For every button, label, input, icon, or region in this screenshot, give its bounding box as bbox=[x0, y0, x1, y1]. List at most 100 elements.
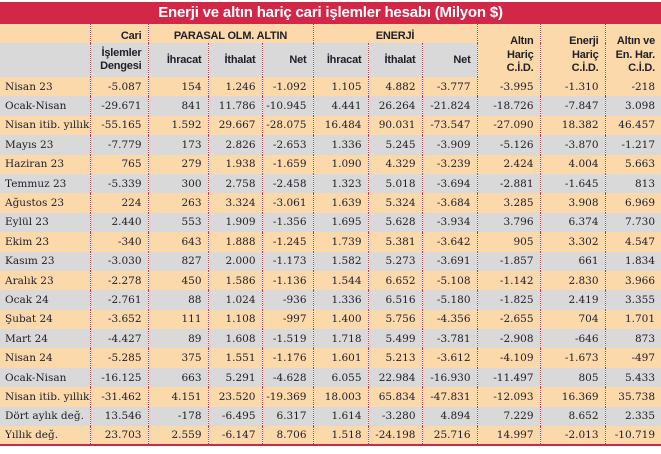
data-cell: 6.516 bbox=[368, 290, 423, 310]
data-cell: 1.024 bbox=[208, 290, 263, 310]
data-cell: 1.586 bbox=[208, 270, 263, 291]
data-cell: 873 bbox=[634, 332, 656, 345]
header-corner bbox=[0, 24, 91, 43]
data-cell: 5.245 bbox=[368, 135, 423, 155]
data-cell: 4.547 bbox=[624, 235, 656, 248]
data-cell: 1.601 bbox=[313, 348, 369, 368]
data-cell: 2.830 bbox=[540, 270, 606, 291]
data-cell: 5.213 bbox=[368, 348, 423, 368]
data-cell: -5.285 bbox=[90, 348, 149, 368]
data-cell: -4.427 bbox=[90, 329, 149, 349]
header-enerji-net: Net bbox=[422, 43, 478, 77]
data-cell: 1.614 bbox=[313, 406, 369, 427]
row-label: Şubat 24 bbox=[0, 309, 91, 330]
row-label: Temmuz 23 bbox=[0, 173, 91, 194]
data-cell: 3.355 bbox=[624, 293, 656, 306]
data-cell: -1.673 bbox=[540, 348, 606, 368]
data-cell: -55.165 bbox=[90, 115, 149, 136]
row-label: Mart 24 bbox=[0, 329, 91, 349]
data-cell: 111 bbox=[148, 309, 209, 330]
data-cell: -1.310 bbox=[540, 77, 606, 97]
data-cell: 300 bbox=[148, 173, 209, 194]
header-altin-ve-enerji-haric-cid: Altın ve En. Har. C.İ.D. bbox=[605, 24, 661, 77]
data-cell: 7.229 bbox=[477, 406, 541, 427]
data-cell: 1.336 bbox=[313, 135, 369, 155]
table-row: Eylül 23 2.440 553 1.909 -1.356 1.695 5.628 -3.… bbox=[0, 212, 661, 233]
data-cell: -5.108 bbox=[422, 270, 478, 291]
data-cell: 5.273 bbox=[368, 251, 423, 271]
table-header: Cari PARASAL OLM. ALTIN ENERJİ Altın Har… bbox=[0, 24, 661, 77]
data-cell: -47.831 bbox=[422, 387, 478, 407]
row-label: Ocak-Nisan bbox=[0, 367, 91, 388]
data-cell: -27.090 bbox=[477, 115, 541, 136]
table-row: Dört aylık değ. 13.546 -178 -6.495 6.317 1.61… bbox=[0, 406, 661, 427]
data-cell: -12.093 bbox=[477, 387, 541, 407]
data-cell: 4.441 bbox=[313, 96, 369, 116]
data-cell: -7.847 bbox=[540, 96, 606, 116]
data-cell: 827 bbox=[148, 251, 209, 271]
data-cell: 2.335 bbox=[624, 410, 656, 423]
data-cell: 279 bbox=[148, 154, 209, 174]
data-cell: 6.055 bbox=[313, 367, 369, 388]
data-cell: 813 bbox=[634, 177, 656, 190]
data-cell: 1.105 bbox=[313, 77, 369, 97]
row-label: Mayıs 23 bbox=[0, 135, 91, 155]
data-cell: 1.888 bbox=[208, 232, 263, 252]
data-cell: 5.324 bbox=[368, 193, 423, 213]
data-cell: 88 bbox=[148, 290, 209, 310]
row-label: Nisan itib. yıllık bbox=[0, 387, 91, 407]
data-cell: -3.995 bbox=[477, 77, 541, 97]
data-cell: -1.136 bbox=[262, 270, 314, 291]
data-cell: -1.142 bbox=[477, 270, 541, 291]
data-cell: 704 bbox=[540, 309, 606, 330]
row-label: Ocak 24 bbox=[0, 290, 91, 310]
data-cell: 11.786 bbox=[208, 96, 263, 116]
data-cell: -3.870 bbox=[540, 135, 606, 155]
data-cell: -1.645 bbox=[540, 173, 606, 194]
data-cell: 1.695 bbox=[313, 212, 369, 233]
data-cell: 23.520 bbox=[208, 387, 263, 407]
data-cell: 89 bbox=[148, 329, 209, 349]
data-cell: -24.198 bbox=[368, 426, 423, 446]
data-cell: 2.826 bbox=[208, 135, 263, 155]
data-cell: 643 bbox=[148, 232, 209, 252]
data-cell: -3.642 bbox=[422, 232, 478, 252]
data-cell: -18.726 bbox=[477, 96, 541, 116]
data-cell: -6.147 bbox=[208, 426, 263, 446]
data-cell: 8.652 bbox=[540, 406, 606, 427]
data-cell: 2.440 bbox=[90, 212, 149, 233]
data-cell: 65.834 bbox=[368, 387, 423, 407]
data-cell: -31.462 bbox=[90, 387, 149, 407]
data-cell: -4.356 bbox=[422, 309, 478, 330]
data-cell: -3.280 bbox=[368, 406, 423, 427]
data-cell: 1.701 bbox=[624, 313, 656, 326]
data-cell: 16.369 bbox=[540, 387, 606, 407]
data-cell: 1.336 bbox=[313, 290, 369, 310]
data-cell: 5.663 bbox=[624, 158, 656, 171]
table-body: Nisan 23 -5.087 154 1.246 -1.092 1.105 4.882 -3… bbox=[0, 77, 661, 446]
data-cell: 29.667 bbox=[208, 115, 263, 136]
data-cell: -1.092 bbox=[262, 77, 314, 97]
data-cell: 2.424 bbox=[477, 154, 541, 174]
data-cell: 13.546 bbox=[90, 406, 149, 427]
data-cell: 2.559 bbox=[148, 426, 209, 446]
data-cell: 1.518 bbox=[313, 426, 369, 446]
data-cell: -646 bbox=[540, 329, 606, 349]
header-altin-haric-cid: Altın Hariç C.İ.D. bbox=[477, 24, 541, 77]
data-cell: 841 bbox=[148, 96, 209, 116]
data-cell: 5.628 bbox=[368, 212, 423, 233]
data-cell: 4.882 bbox=[368, 77, 423, 97]
row-label: Nisan 23 bbox=[0, 77, 91, 97]
data-cell: -2.761 bbox=[90, 290, 149, 310]
row-label: Eylül 23 bbox=[0, 212, 91, 233]
data-cell: 14.997 bbox=[477, 426, 541, 446]
data-cell: 25.716 bbox=[422, 426, 478, 446]
data-cell: -1.245 bbox=[262, 232, 314, 252]
header-enerji-haric-cid: Enerji Hariç C.İ.D. bbox=[540, 24, 606, 77]
data-cell: 661 bbox=[540, 251, 606, 271]
data-cell: -218 bbox=[631, 80, 656, 93]
data-cell: -2.278 bbox=[90, 270, 149, 291]
data-cell: 3.908 bbox=[540, 193, 606, 213]
data-cell: -2.908 bbox=[477, 329, 541, 349]
